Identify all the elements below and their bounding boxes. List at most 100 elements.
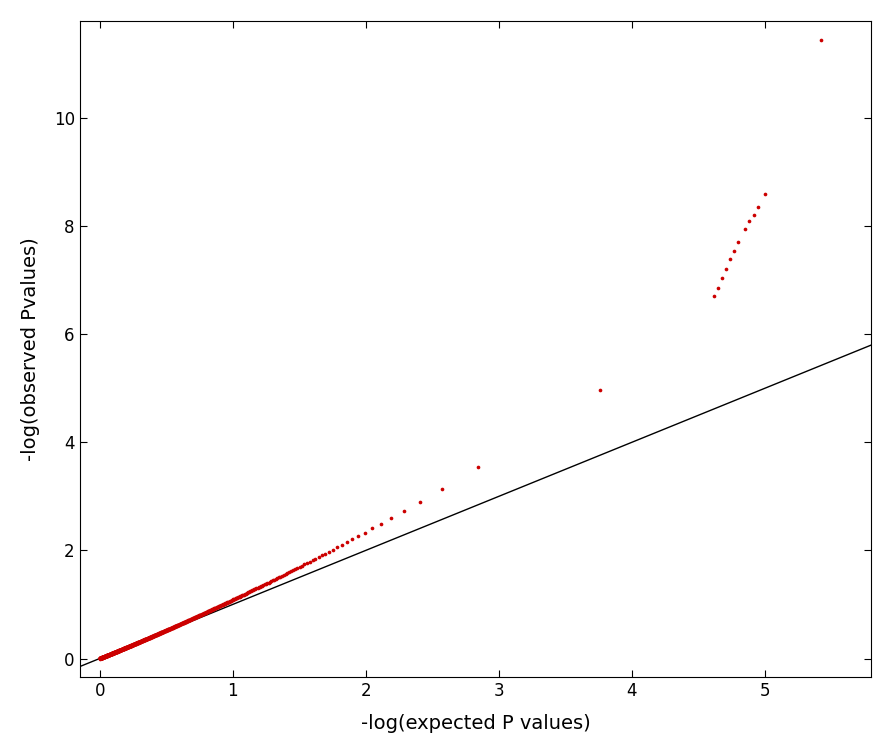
Point [173, 618, 187, 630]
Point [103, 648, 118, 660]
Point [315, 550, 329, 562]
Point [128, 638, 142, 650]
Point [166, 621, 180, 633]
Point [156, 626, 170, 638]
Point [95, 651, 109, 664]
Point [132, 636, 146, 648]
Point [149, 629, 163, 641]
Point [156, 625, 170, 637]
Point [237, 588, 252, 600]
Point [121, 641, 136, 653]
Point [118, 642, 132, 654]
Point [142, 632, 156, 644]
Point [165, 621, 179, 633]
Point [227, 593, 241, 605]
Point [176, 617, 190, 629]
Point [108, 646, 122, 658]
Point [101, 649, 115, 661]
Point [139, 633, 153, 645]
Point [110, 645, 124, 657]
Point [159, 624, 173, 636]
Point [270, 572, 285, 584]
Point [113, 644, 128, 656]
Point [106, 647, 120, 659]
Point [101, 649, 115, 661]
Point [136, 634, 151, 646]
Point [214, 599, 228, 611]
Point [118, 642, 132, 654]
Point [165, 622, 179, 634]
Point [98, 650, 112, 662]
Point [127, 639, 141, 651]
Point [271, 572, 285, 584]
Point [117, 642, 131, 654]
Point [162, 623, 177, 635]
Point [471, 461, 485, 474]
Point [134, 635, 148, 647]
Point [191, 610, 205, 622]
Point [169, 620, 184, 632]
Point [118, 642, 132, 654]
Point [201, 605, 215, 618]
Point [142, 632, 156, 644]
Point [136, 634, 151, 646]
Point [112, 645, 127, 657]
Point [205, 603, 219, 615]
Point [358, 526, 372, 538]
Point [97, 651, 112, 663]
Point [183, 614, 197, 626]
Point [127, 639, 141, 651]
Point [174, 618, 188, 630]
Point [122, 640, 136, 652]
Point [180, 615, 194, 627]
Point [107, 646, 121, 658]
Point [93, 652, 107, 664]
Point [230, 592, 244, 604]
Point [202, 605, 216, 618]
Point [194, 608, 208, 621]
Point [116, 643, 130, 655]
Point [153, 627, 167, 639]
Point [99, 650, 113, 662]
Point [115, 643, 129, 655]
Point [235, 590, 249, 602]
Point [168, 621, 182, 633]
Point [106, 647, 120, 659]
Point [221, 596, 235, 608]
Point [111, 645, 125, 657]
Point [132, 636, 146, 648]
Point [129, 637, 144, 649]
Point [109, 646, 123, 658]
Point [266, 575, 280, 587]
Point [186, 612, 200, 624]
Point [145, 630, 159, 642]
Point [193, 609, 207, 621]
Point [152, 627, 166, 639]
Point [162, 623, 177, 635]
Point [145, 631, 159, 643]
Point [178, 615, 193, 627]
Point [110, 645, 124, 657]
Point [103, 648, 118, 661]
Point [170, 619, 185, 631]
Point [104, 648, 119, 660]
Point [100, 649, 114, 661]
Point [154, 627, 169, 639]
Point [723, 253, 738, 265]
Point [130, 636, 145, 648]
Point [159, 624, 173, 636]
Point [152, 627, 166, 639]
Point [174, 618, 188, 630]
Point [112, 644, 127, 656]
Point [109, 646, 123, 658]
Point [105, 648, 120, 660]
Point [268, 573, 283, 585]
Point [95, 651, 110, 664]
Point [128, 638, 142, 650]
Point [131, 636, 145, 648]
Point [99, 650, 113, 662]
Point [126, 639, 140, 651]
Point [93, 652, 107, 664]
Point [96, 651, 111, 663]
Point [288, 563, 302, 575]
